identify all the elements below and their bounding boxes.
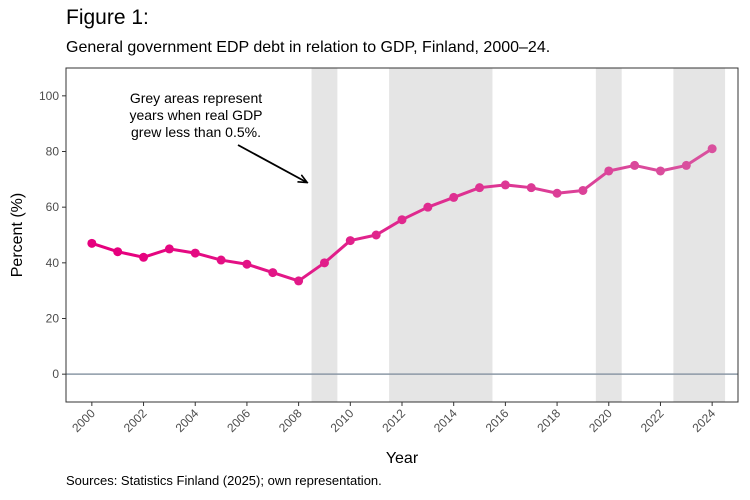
- x-tick-label-2004: 2004: [173, 406, 202, 435]
- data-point-2020: [604, 166, 614, 176]
- data-point-2011: [371, 230, 381, 240]
- data-point-2004: [190, 248, 200, 258]
- shaded-range-3: [673, 68, 726, 402]
- axis-layer: 0 20 40 60 80 100 2000 2002 2004 2006 2008 2010 2012…: [9, 67, 739, 467]
- data-point-2019: [578, 185, 588, 195]
- y-tick-label-100: 100: [39, 89, 59, 103]
- data-point-2021: [630, 160, 640, 170]
- data-point-2016: [500, 180, 510, 190]
- data-point-2024: [707, 144, 717, 154]
- x-tick-label-2016: 2016: [483, 406, 512, 435]
- annotation-arrow: [237, 144, 306, 182]
- y-tick-label-20: 20: [46, 312, 60, 326]
- x-axis-title: Year: [386, 450, 419, 467]
- data-point-2002: [139, 252, 149, 262]
- data-point-2022: [655, 166, 665, 176]
- y-tick-label-0: 0: [52, 367, 59, 381]
- source-note: Sources: Statistics Finland (2025); own …: [66, 473, 382, 488]
- figure-label: Figure 1:: [66, 6, 149, 29]
- data-point-2007: [268, 268, 278, 278]
- series-layer: [87, 144, 717, 286]
- y-axis-title: Percent (%): [9, 193, 26, 277]
- annotation-line-1: Grey areas represent: [130, 90, 262, 106]
- data-point-2010: [345, 236, 355, 246]
- shaded-range-0: [311, 68, 338, 402]
- y-tick-label-40: 40: [46, 256, 60, 270]
- data-point-2005: [216, 255, 226, 265]
- data-point-2001: [113, 247, 123, 257]
- data-point-2003: [164, 244, 174, 254]
- x-tick-label-2014: 2014: [431, 406, 460, 435]
- annotation-line-3: grew less than 0.5%.: [131, 124, 261, 140]
- x-tick-label-2002: 2002: [121, 406, 150, 435]
- data-point-2013: [423, 202, 433, 212]
- chart-title: General government EDP debt in relation …: [66, 39, 551, 56]
- data-point-2000: [87, 238, 97, 248]
- data-point-2023: [681, 160, 691, 170]
- y-tick-label-60: 60: [46, 200, 60, 214]
- x-tick-label-2000: 2000: [69, 406, 98, 435]
- x-tick-label-2008: 2008: [276, 406, 305, 435]
- x-tick-label-2018: 2018: [534, 406, 563, 435]
- x-tick-label-2020: 2020: [586, 406, 615, 435]
- data-point-2017: [526, 183, 536, 193]
- debt-line-chart: 0 20 40 60 80 100 2000 2002 2004 2006 2008 2010 2012…: [9, 67, 739, 467]
- data-point-2009: [319, 258, 329, 268]
- x-tick-label-2006: 2006: [224, 406, 253, 435]
- data-point-2014: [449, 192, 459, 202]
- data-point-2006: [242, 259, 252, 269]
- x-tick-label-2022: 2022: [638, 406, 667, 435]
- shaded-range-1: [389, 68, 493, 402]
- data-point-2012: [397, 215, 407, 225]
- shaded-range-2: [595, 68, 622, 402]
- data-point-2015: [475, 183, 485, 193]
- x-tick-label-2024: 2024: [689, 406, 718, 435]
- x-tick-label-2010: 2010: [328, 406, 357, 435]
- x-tick-label-2012: 2012: [379, 406, 408, 435]
- data-point-2008: [294, 276, 304, 286]
- y-tick-label-80: 80: [46, 145, 60, 159]
- data-point-2018: [552, 188, 562, 198]
- shade-layer: [311, 68, 726, 402]
- annotation-line-2: years when real GDP: [129, 107, 262, 123]
